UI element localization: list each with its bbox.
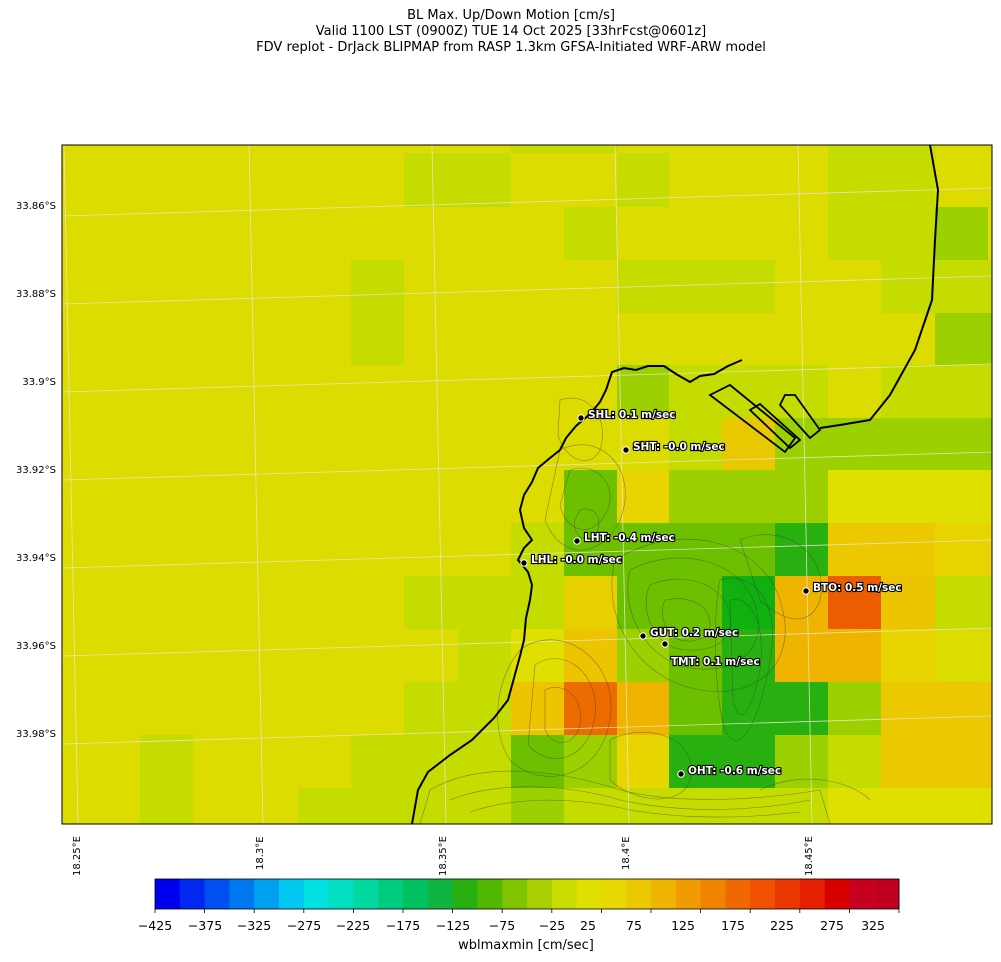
station-dot: [622, 446, 630, 454]
station-label: OHT: -0.6 m/sec: [688, 765, 781, 777]
station-marker: TMT: 0.1 m/sec: [661, 640, 761, 669]
colorbar-title: wblmaxmin [cm/sec]: [458, 938, 594, 953]
station-dot: [661, 640, 669, 648]
station-marker: LHT: -0.4 m/sec: [573, 531, 676, 545]
station-dot: [577, 414, 585, 422]
colorbar-tick-label: −275: [286, 918, 322, 933]
lat-tick: 33.92°S: [16, 465, 56, 476]
title-line-3: FDV replot - DrJack BLIPMAP from RASP 1.…: [256, 40, 766, 55]
station-marker: SHL: 0.1 m/sec: [577, 408, 677, 422]
colorbar-tick-label: 75: [626, 918, 642, 933]
colorbar-tick-label: 275: [820, 918, 844, 933]
colorbar-tick-label: 225: [770, 918, 794, 933]
station-marker: SHT: -0.0 m/sec: [622, 440, 726, 454]
harbour-dock: [778, 394, 822, 440]
lon-tick: 18.4°E: [621, 836, 632, 870]
station-label: LHT: -0.4 m/sec: [584, 532, 675, 544]
chart-title: BL Max. Up/Down Motion [cm/s] Valid 1100…: [0, 8, 1001, 56]
station-dot: [520, 559, 528, 567]
station-dot: [677, 770, 685, 778]
station-markers: SHL: 0.1 m/sec SHT: -0.0 m/sec LHT: -0.4 m…: [520, 408, 903, 778]
coastline: [411, 359, 743, 824]
lon-tick: 18.3°E: [255, 836, 266, 870]
colorbar-tick-label: −325: [236, 918, 272, 933]
colorbar-tick-label: 125: [671, 918, 695, 933]
station-dot: [802, 587, 810, 595]
harbour-pier: [748, 402, 802, 450]
station-label: SHL: 0.1 m/sec: [588, 409, 676, 421]
lat-tick: 33.96°S: [16, 641, 56, 652]
lat-tick: 33.94°S: [16, 553, 56, 564]
station-marker: BTO: 0.5 m/sec: [802, 581, 903, 595]
lon-tick: 18.35°E: [438, 836, 449, 876]
station-marker: LHL: -0.0 m/sec: [520, 553, 623, 567]
lat-tick: 33.88°S: [16, 289, 56, 300]
eastern-coastline: [819, 145, 940, 429]
colorbar-tick-label: −75: [488, 918, 516, 933]
station-marker: GUT: 0.2 m/sec: [639, 626, 739, 640]
terrain-contours: [419, 397, 871, 824]
colorbar-tick-label: −125: [435, 918, 471, 933]
lat-tick: 33.86°S: [16, 201, 56, 212]
lon-tick: 18.25°E: [72, 836, 83, 876]
title-line-2: Valid 1100 LST (0900Z) TUE 14 Oct 2025 […: [315, 24, 707, 39]
map-frame: [61, 144, 993, 825]
colorbar-tick-label: 175: [721, 918, 745, 933]
colorbar-tick-label: 325: [861, 918, 885, 933]
colorbar-tick-label: 25: [580, 918, 596, 933]
station-dot: [573, 537, 581, 545]
harbour-breakwater: [708, 383, 797, 454]
graticule: [62, 145, 992, 824]
lat-tick: 33.9°S: [22, 377, 56, 388]
station-marker: OHT: -0.6 m/sec: [677, 764, 782, 778]
colorbar-tick-label: −225: [335, 918, 371, 933]
colorbar-tick-label: −175: [385, 918, 421, 933]
colorbar-tick-label: −425: [137, 918, 173, 933]
station-label: BTO: 0.5 m/sec: [813, 582, 902, 594]
colorbar-tick-label: −25: [538, 918, 566, 933]
station-label: GUT: 0.2 m/sec: [650, 627, 738, 639]
title-line-1: BL Max. Up/Down Motion [cm/s]: [407, 8, 615, 23]
station-label: TMT: 0.1 m/sec: [671, 656, 760, 668]
station-dot: [639, 632, 647, 640]
colorbar-tick-label: −375: [187, 918, 223, 933]
lon-tick: 18.45°E: [804, 836, 815, 876]
station-label: SHT: -0.0 m/sec: [633, 441, 725, 453]
station-label: LHL: -0.0 m/sec: [531, 554, 622, 566]
lat-tick: 33.98°S: [16, 729, 56, 740]
